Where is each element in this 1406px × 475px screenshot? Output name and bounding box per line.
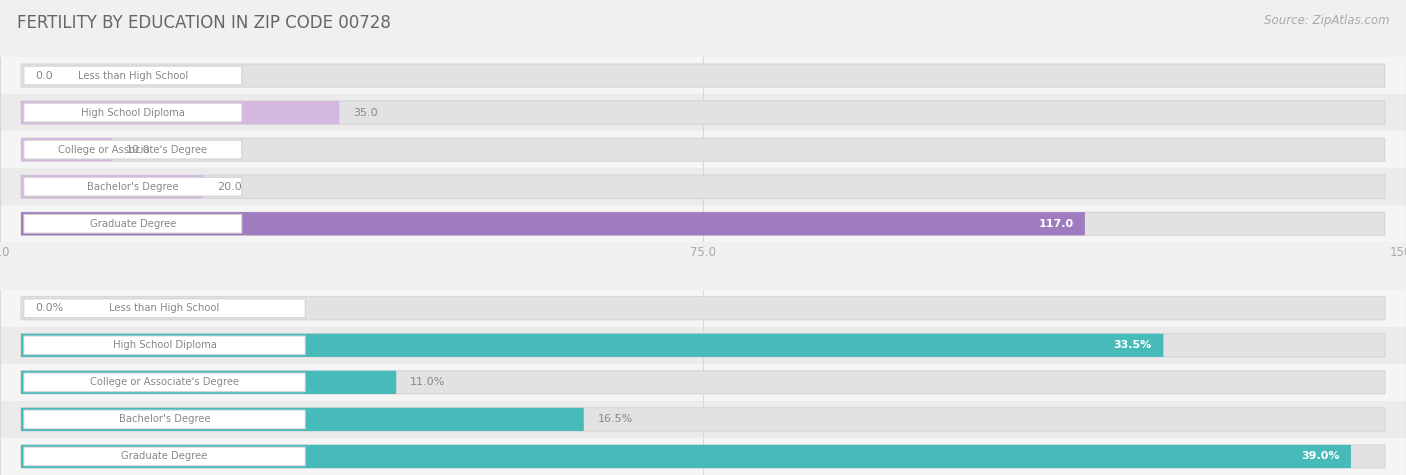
FancyBboxPatch shape: [24, 214, 242, 233]
Text: 16.5%: 16.5%: [598, 414, 633, 425]
Text: Less than High School: Less than High School: [110, 303, 219, 314]
FancyBboxPatch shape: [24, 410, 305, 429]
Bar: [0, 327, 1406, 364]
Bar: [0, 168, 1406, 205]
Text: Source: ZipAtlas.com: Source: ZipAtlas.com: [1264, 14, 1389, 27]
Text: High School Diploma: High School Diploma: [82, 107, 184, 118]
FancyBboxPatch shape: [21, 212, 1385, 235]
Text: Graduate Degree: Graduate Degree: [90, 218, 176, 229]
FancyBboxPatch shape: [21, 297, 1385, 320]
Bar: [0, 364, 1406, 401]
FancyBboxPatch shape: [21, 408, 1385, 431]
FancyBboxPatch shape: [21, 101, 1385, 124]
Text: 33.5%: 33.5%: [1114, 340, 1152, 351]
FancyBboxPatch shape: [21, 101, 339, 124]
Text: Graduate Degree: Graduate Degree: [121, 451, 208, 462]
Bar: [0, 401, 1406, 438]
Text: 117.0: 117.0: [1039, 218, 1074, 229]
FancyBboxPatch shape: [24, 299, 305, 318]
FancyBboxPatch shape: [21, 445, 1351, 468]
Text: 0.0: 0.0: [35, 70, 53, 81]
FancyBboxPatch shape: [21, 334, 1385, 357]
Text: 20.0: 20.0: [217, 181, 242, 192]
Bar: [0, 131, 1406, 168]
Bar: [0, 290, 1406, 327]
FancyBboxPatch shape: [24, 177, 242, 196]
FancyBboxPatch shape: [21, 138, 112, 161]
Text: 39.0%: 39.0%: [1301, 451, 1340, 462]
FancyBboxPatch shape: [21, 445, 1385, 468]
Bar: [0, 438, 1406, 475]
FancyBboxPatch shape: [21, 371, 1385, 394]
FancyBboxPatch shape: [21, 138, 1385, 161]
Text: High School Diploma: High School Diploma: [112, 340, 217, 351]
Text: FERTILITY BY EDUCATION IN ZIP CODE 00728: FERTILITY BY EDUCATION IN ZIP CODE 00728: [17, 14, 391, 32]
Text: Bachelor's Degree: Bachelor's Degree: [87, 181, 179, 192]
FancyBboxPatch shape: [24, 140, 242, 159]
FancyBboxPatch shape: [24, 103, 242, 122]
Text: Bachelor's Degree: Bachelor's Degree: [118, 414, 211, 425]
Text: College or Associate's Degree: College or Associate's Degree: [90, 377, 239, 388]
Bar: [0, 94, 1406, 131]
Text: Less than High School: Less than High School: [77, 70, 188, 81]
FancyBboxPatch shape: [24, 336, 305, 355]
Bar: [0, 205, 1406, 242]
Text: 35.0: 35.0: [353, 107, 378, 118]
Text: 11.0%: 11.0%: [411, 377, 446, 388]
FancyBboxPatch shape: [21, 175, 202, 198]
FancyBboxPatch shape: [24, 66, 242, 85]
Text: College or Associate's Degree: College or Associate's Degree: [58, 144, 208, 155]
FancyBboxPatch shape: [21, 371, 396, 394]
FancyBboxPatch shape: [21, 212, 1085, 235]
Bar: [0, 57, 1406, 94]
FancyBboxPatch shape: [21, 408, 583, 431]
FancyBboxPatch shape: [21, 64, 1385, 87]
FancyBboxPatch shape: [21, 175, 1385, 198]
FancyBboxPatch shape: [24, 373, 305, 392]
Text: 10.0: 10.0: [127, 144, 150, 155]
Text: 0.0%: 0.0%: [35, 303, 63, 314]
FancyBboxPatch shape: [24, 447, 305, 466]
FancyBboxPatch shape: [21, 334, 1163, 357]
